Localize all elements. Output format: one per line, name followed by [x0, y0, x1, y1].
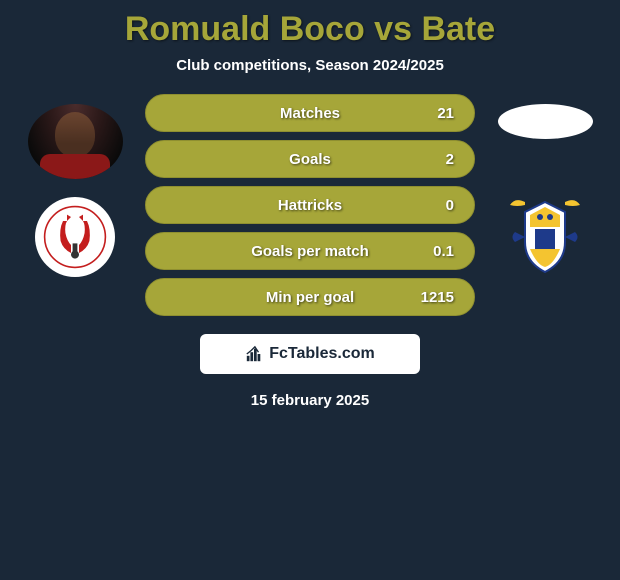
avatar-head-shape: [55, 112, 95, 157]
stat-value: 2: [446, 151, 454, 168]
player-left-column: [15, 94, 135, 277]
stat-bar-hattricks: Hattricks 0: [145, 186, 475, 224]
player-right-avatar: [498, 104, 593, 139]
stockport-badge-icon: [495, 187, 595, 287]
leyton-orient-badge-icon: [43, 205, 107, 269]
page-title: Romuald Boco vs Bate: [125, 10, 495, 49]
stat-bar-min-per-goal: Min per goal 1215: [145, 278, 475, 316]
stat-value: 0: [446, 197, 454, 214]
avatar-shirt-shape: [40, 154, 110, 179]
player-left-avatar: [28, 104, 123, 179]
main-container: Romuald Boco vs Bate Club competitions, …: [0, 0, 620, 419]
team-left-logo: [35, 197, 115, 277]
stat-label: Min per goal: [166, 289, 454, 306]
page-subtitle: Club competitions, Season 2024/2025: [176, 57, 444, 74]
stat-label: Matches: [166, 105, 454, 122]
stat-bar-matches: Matches 21: [145, 94, 475, 132]
team-right-logo: [495, 187, 595, 287]
stat-value: 1215: [421, 289, 454, 306]
date-text: 15 february 2025: [251, 392, 369, 409]
footer-brand-box: FcTables.com: [200, 334, 420, 374]
stat-label: Hattricks: [166, 197, 454, 214]
stats-column: Matches 21 Goals 2 Hattricks 0 Goals per…: [135, 94, 485, 316]
player-right-column: [485, 94, 605, 287]
footer-brand-text: FcTables.com: [269, 345, 375, 363]
stat-bar-goals: Goals 2: [145, 140, 475, 178]
content-row: Matches 21 Goals 2 Hattricks 0 Goals per…: [0, 94, 620, 316]
stat-value: 21: [437, 105, 454, 122]
chart-icon: [245, 345, 263, 363]
stat-label: Goals per match: [166, 243, 454, 260]
stat-label: Goals: [166, 151, 454, 168]
stat-value: 0.1: [433, 243, 454, 260]
stat-bar-goals-per-match: Goals per match 0.1: [145, 232, 475, 270]
